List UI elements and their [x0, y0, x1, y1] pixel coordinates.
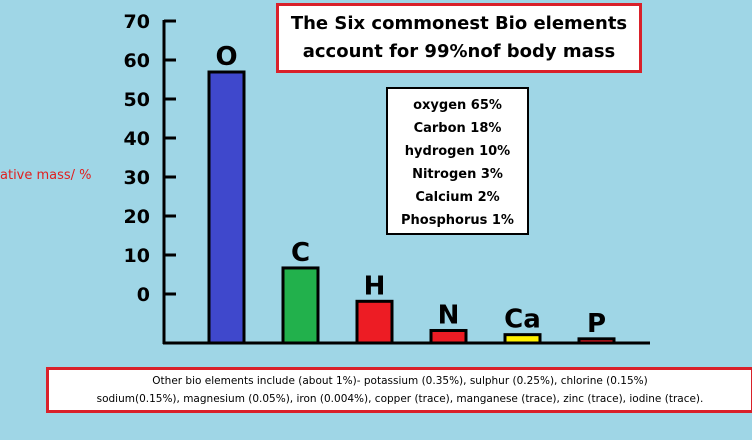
title-line-2: account for 99%nof body mass	[302, 41, 616, 62]
bar-p	[577, 337, 616, 345]
y-tick-label: 20	[124, 206, 150, 228]
legend-item-nitrogen: Nitrogen 3%	[412, 167, 503, 182]
footer-line-2: sodium(0.15%), magnesium (0.05%), iron (…	[96, 393, 704, 405]
y-tick-label: 10	[124, 245, 150, 267]
bar-o	[207, 70, 246, 345]
bar-label-p: P	[587, 309, 606, 339]
legend-item-calcium: Calcium 2%	[415, 190, 500, 205]
bar-label-ca: Ca	[504, 305, 541, 335]
legend-box: oxygen 65% Carbon 18% hydrogen 10% Nitro…	[386, 87, 529, 235]
bar-ca	[503, 333, 542, 345]
bar-n	[429, 328, 468, 345]
bar-h	[355, 299, 394, 345]
bar-c	[281, 266, 320, 345]
legend-item-carbon: Carbon 18%	[413, 121, 502, 136]
title-box: The Six commonest Bio elements account f…	[276, 3, 642, 73]
footer-note-box: Other bio elements include (about 1%)- p…	[46, 367, 752, 413]
y-tick-label: 60	[124, 50, 150, 72]
legend-item-hydrogen: hydrogen 10%	[404, 144, 511, 159]
bar-labels: O C H N Ca P	[215, 42, 606, 339]
bar-label-o: O	[215, 42, 237, 72]
legend-item-phosphorus: Phosphorus 1%	[401, 213, 514, 228]
y-tick-label: 70	[124, 11, 150, 33]
y-tick-label: 30	[124, 167, 150, 189]
y-tick-label: 40	[124, 128, 150, 150]
y-axis-ticks: 70 60 50 40 30 20 10 0	[124, 11, 176, 306]
y-tick-label: 0	[137, 284, 150, 306]
bar-label-h: H	[364, 271, 386, 301]
bar-label-n: N	[438, 300, 460, 330]
legend-item-oxygen: oxygen 65%	[413, 98, 502, 113]
bar-label-c: C	[291, 238, 310, 268]
y-tick-label: 50	[124, 89, 150, 111]
y-axis-label: ative mass/ %	[0, 168, 92, 183]
bars	[207, 70, 616, 345]
footer-line-1: Other bio elements include (about 1%)- p…	[152, 375, 648, 387]
title-line-1: The Six commonest Bio elements	[290, 13, 628, 34]
